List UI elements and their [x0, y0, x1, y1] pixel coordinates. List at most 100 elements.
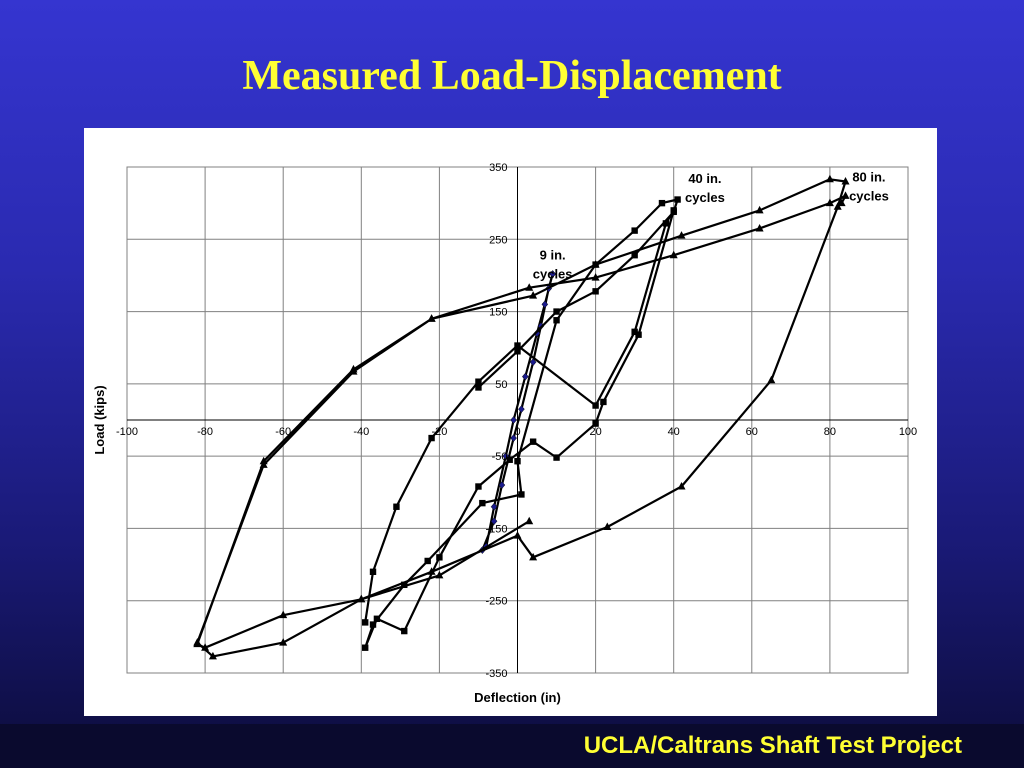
triangle-marker [841, 176, 850, 185]
annotation-label-line1: 9 in. [540, 248, 566, 263]
y-tick-label: 350 [489, 162, 507, 174]
diamond-marker [490, 517, 498, 526]
footer-bar [0, 724, 1024, 768]
y-tick-label: 50 [495, 379, 507, 391]
load-displacement-chart: -100 -80 -60 -40 -20 0 20 40 60 80 100 -350 -250 -150… [92, 162, 917, 705]
triangle-marker [833, 202, 842, 210]
square-marker [362, 644, 369, 651]
triangle-marker [279, 610, 288, 619]
y-tick-label: -150 [485, 523, 507, 535]
square-marker [662, 220, 670, 227]
square-marker [362, 619, 369, 626]
footer-text: UCLA/Caltrans Shaft Test Project [583, 732, 962, 759]
y-tick-label: -350 [485, 668, 507, 680]
square-marker [401, 581, 408, 589]
square-marker [514, 458, 521, 465]
square-marker [514, 348, 521, 355]
square-marker [475, 378, 482, 385]
square-marker [553, 317, 560, 324]
x-tick-label: 0 [514, 426, 520, 438]
triangle-marker [529, 552, 538, 561]
square-marker [631, 227, 638, 234]
triangle-marker [837, 198, 846, 207]
diamond-marker [549, 270, 556, 278]
x-tick-label: -60 [275, 426, 291, 438]
series-line-triangle [196, 178, 847, 658]
triangle-marker [349, 364, 358, 373]
triangle-marker [825, 198, 834, 207]
triangle-marker [279, 638, 288, 646]
square-marker [631, 328, 638, 336]
square-marker [369, 621, 377, 628]
x-axis-title: Deflection (in) [474, 690, 561, 705]
series-layer [193, 174, 850, 660]
diamond-marker [518, 405, 525, 414]
diamond-marker [541, 300, 549, 309]
annotation-label-line1: 80 in. [852, 169, 885, 184]
x-tick-label: 60 [746, 426, 758, 438]
diamond-marker [510, 416, 517, 424]
triangle-marker [513, 531, 522, 539]
triangle-marker [677, 482, 686, 490]
triangle-marker [529, 291, 538, 299]
annotation-label-line2: cycles [685, 190, 725, 205]
annotation-label-line1: 40 in. [688, 171, 721, 186]
square-marker [518, 491, 525, 498]
triangle-marker [201, 643, 210, 651]
triangle-marker [841, 191, 850, 199]
diamond-marker [490, 502, 498, 511]
square-marker [428, 434, 435, 442]
square-marker [514, 342, 521, 349]
diamond-marker [521, 372, 529, 381]
tick-labels: -100 -80 -60 -40 -20 0 20 40 60 80 100 -350 -250 -150… [116, 162, 917, 680]
square-marker [424, 557, 431, 565]
y-tick-label: 150 [489, 307, 507, 319]
x-tick-label: -20 [431, 426, 447, 438]
square-marker [506, 456, 513, 463]
square-marker [369, 568, 377, 575]
annotation-label-line2: cycles [533, 267, 573, 282]
square-marker [475, 483, 482, 490]
triangle-marker [755, 205, 764, 214]
x-tick-label: 100 [899, 426, 917, 438]
square-marker [401, 627, 408, 635]
square-marker [592, 288, 599, 295]
x-tick-label: 80 [824, 426, 836, 438]
diamond-marker [498, 481, 506, 489]
triangle-marker [591, 273, 600, 281]
y-axis-title: Load (kips) [92, 385, 107, 454]
square-marker [553, 308, 560, 315]
square-marker [635, 331, 642, 338]
triangle-marker [435, 570, 444, 579]
triangle-marker [825, 174, 834, 183]
square-marker [436, 554, 443, 561]
square-marker [373, 615, 381, 622]
triangle-marker [677, 231, 686, 239]
triangle-marker [669, 250, 678, 259]
triangle-marker [525, 516, 534, 525]
y-tick-label: -50 [492, 451, 508, 463]
triangle-marker [427, 314, 436, 322]
triangle-marker [755, 223, 764, 232]
x-tick-label: -40 [353, 426, 369, 438]
triangle-marker [259, 456, 268, 465]
triangle-marker [525, 283, 534, 291]
square-marker [670, 207, 677, 214]
diamond-marker [510, 434, 517, 442]
diamond-marker [529, 358, 537, 367]
square-marker [475, 384, 482, 391]
x-tick-label: -100 [116, 426, 138, 438]
slide-title: Measured Load-Displacement [242, 53, 782, 99]
y-tick-label: 250 [489, 234, 507, 246]
x-tick-label: 20 [589, 426, 601, 438]
triangle-marker [767, 375, 776, 384]
square-marker [393, 503, 400, 510]
x-tick-label: -80 [197, 426, 213, 438]
square-marker [600, 398, 607, 406]
chart-panel: -100 -80 -60 -40 -20 0 20 40 60 80 100 -350 -250 -150… [84, 128, 937, 716]
square-marker [674, 196, 681, 203]
triangle-marker [591, 260, 600, 268]
triangle-marker [603, 522, 612, 530]
square-marker [658, 199, 666, 207]
triangle-marker [193, 639, 202, 648]
